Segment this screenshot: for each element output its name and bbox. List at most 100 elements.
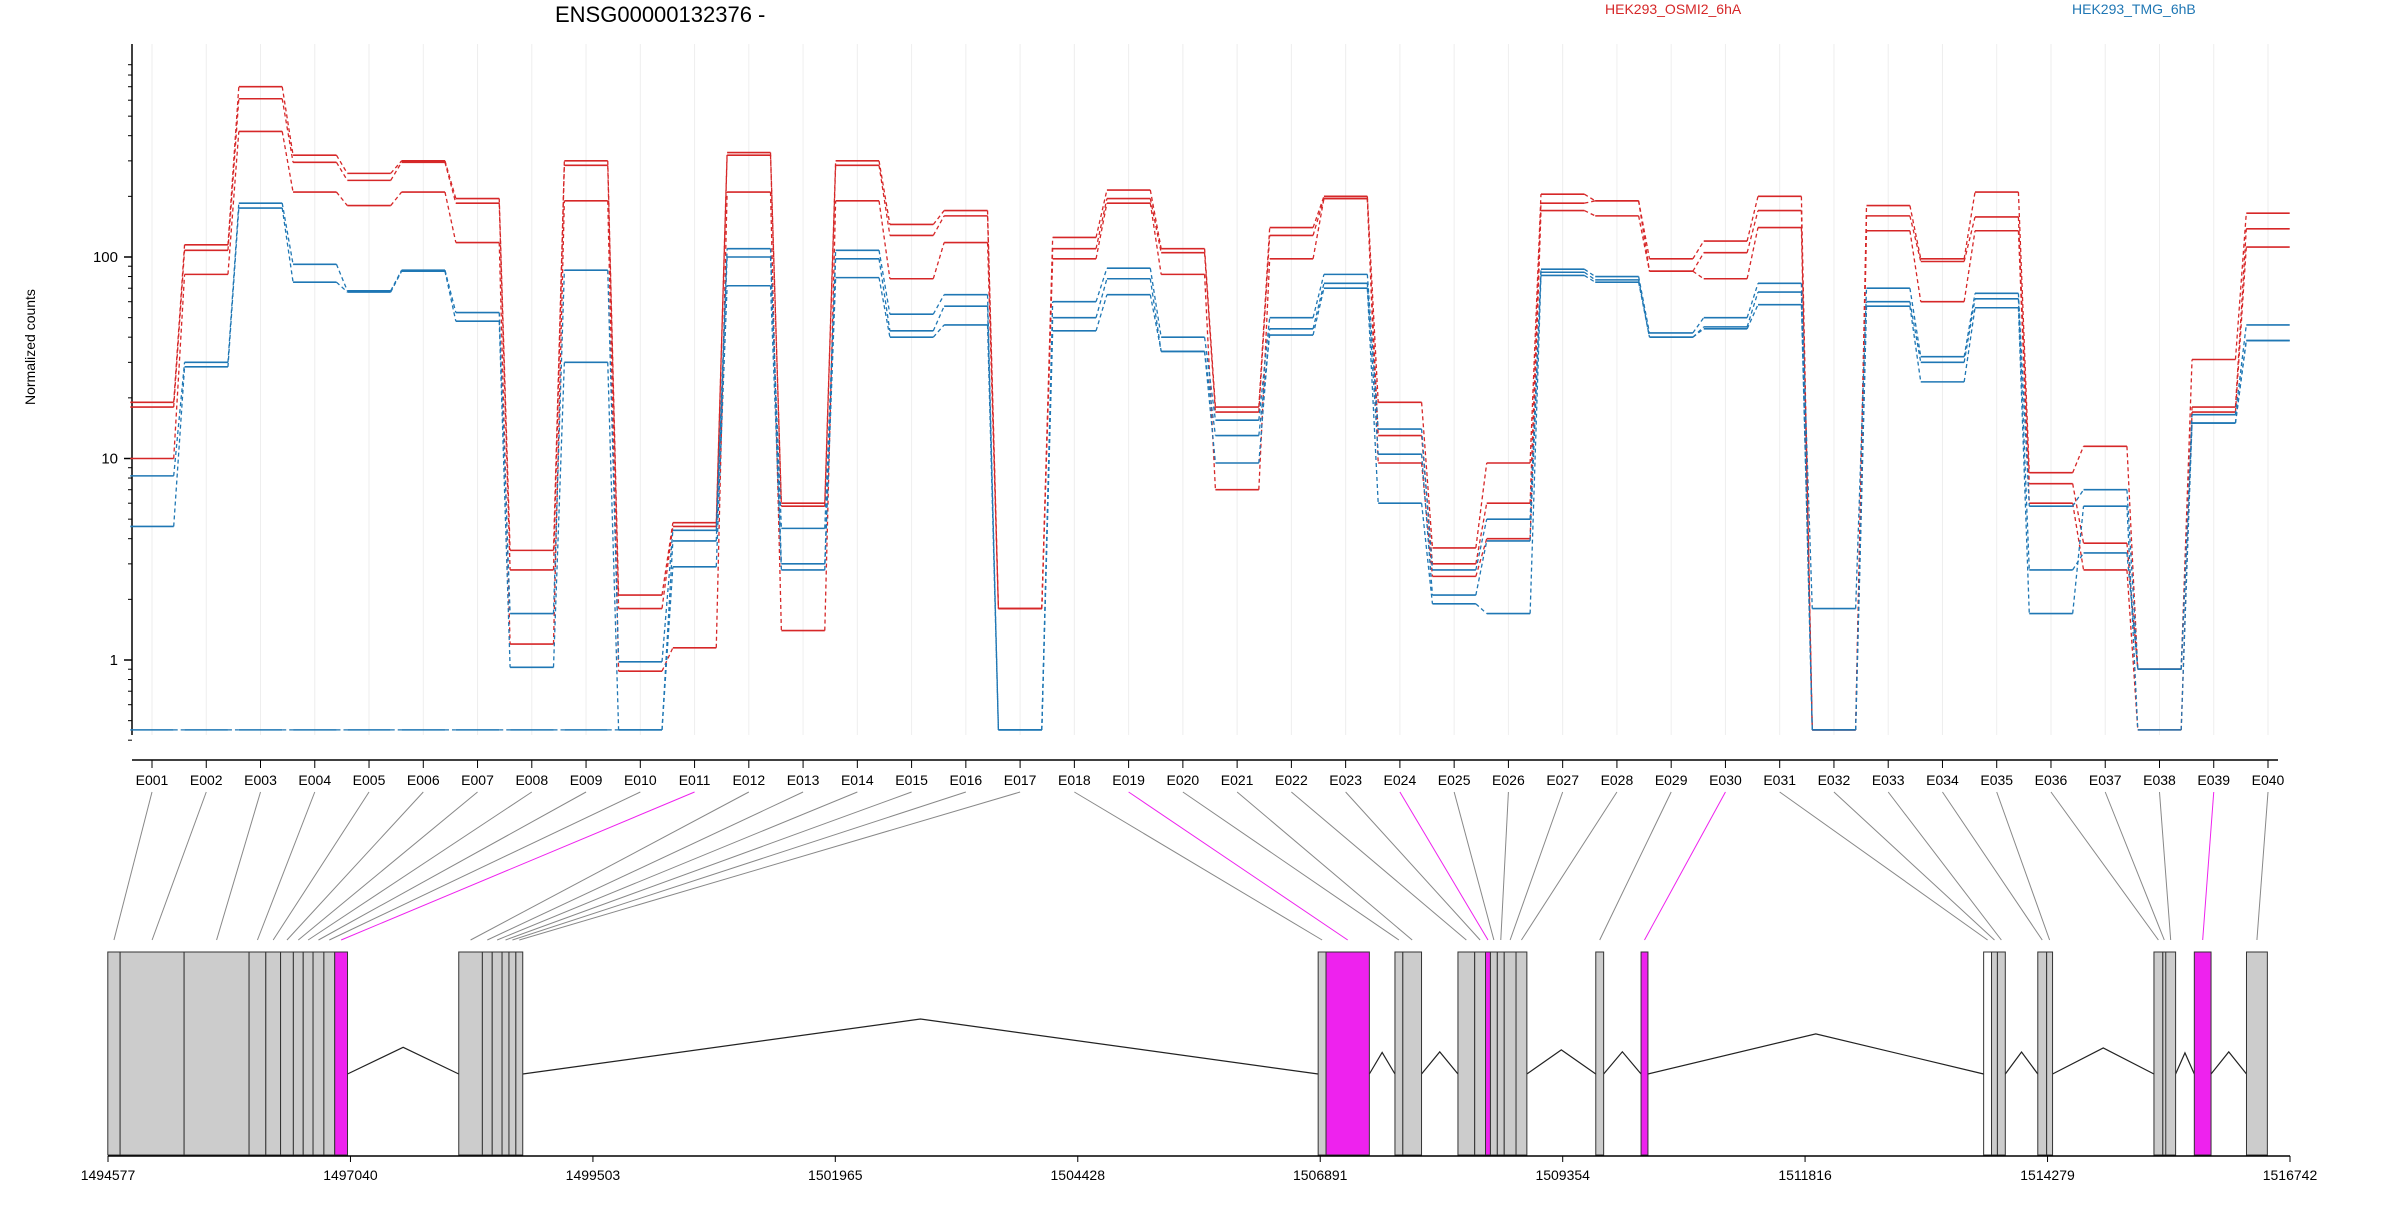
data-connector [1963,191,1976,259]
exon-map-line [1236,791,1413,941]
exon-map-line [272,791,370,941]
exon-map-line [1291,791,1467,941]
exon-map-line [2256,791,2269,941]
genomic-tick-label: 1497040 [323,1167,378,1183]
data-connector [335,154,348,174]
data-connector [1746,196,1759,242]
data-connector [1149,189,1162,249]
data-connector [1800,304,1813,730]
exon-map-line [1182,791,1400,941]
exon-box-e016 [508,951,517,1156]
data-connector [444,191,457,243]
intron-line [522,1018,1319,1075]
exon-box-e024 [1485,951,1491,1156]
data-connector [1258,317,1271,421]
data-connector [824,200,837,631]
data-connector [1909,306,1922,382]
data-connector [1258,258,1271,490]
data-connector [2180,422,2193,730]
data-connector [335,161,348,181]
exon-box-e039 [2193,951,2212,1156]
data-connector [878,200,891,279]
data-connector [1258,334,1271,436]
data-connector [390,270,403,293]
data-connector [1312,288,1325,336]
exon-box-e001 [107,951,121,1156]
x-tick-label-e005: E005 [353,772,386,788]
exon-map-line [1833,791,1995,941]
data-connector [1963,293,1976,357]
intron-line [2175,1051,2195,1075]
y-tick-label: 100 [93,249,118,266]
data-connector [1637,215,1651,272]
data-connector [1475,462,1488,548]
x-tick-label-e013: E013 [787,772,820,788]
exon-box-e030 [1640,951,1649,1156]
data-connector [1584,274,1596,283]
data-connector [1529,203,1542,504]
data-connector [444,162,457,204]
exon-map-line [470,791,750,941]
data-connector [552,362,565,668]
exon-box-e020 [1394,951,1404,1156]
x-tick-label-e019: E019 [1112,772,1145,788]
data-connector [173,362,186,476]
data-connector [932,215,945,236]
data-connector [1800,283,1813,609]
data-connector [281,207,294,283]
exon-box-e003 [183,951,250,1156]
data-connector [1420,503,1434,604]
data-connector [824,165,837,507]
series-3-hek293-osmi2-6ha [130,130,2290,731]
data-connector [1909,215,1922,262]
exon-box-e014 [491,951,503,1156]
intron-line [1526,1049,1597,1075]
data-connector [1637,276,1651,334]
data-connector [281,131,294,193]
data-connector [661,647,674,672]
x-tick-label-e020: E020 [1167,772,1200,788]
data-connector [715,155,728,527]
exon-map-line [151,791,207,941]
data-connector [1095,294,1108,332]
x-tick-label-e031: E031 [1763,772,1796,788]
data-connector [281,203,294,265]
data-connector [2126,446,2139,670]
data-connector [1312,196,1325,228]
x-tick-label-e022: E022 [1275,772,1308,788]
data-connector [607,165,620,609]
data-connector [2180,359,2193,670]
data-connector [1366,196,1379,403]
exon-map-line [329,791,641,941]
exon-box-e004 [248,951,267,1156]
data-connector [1584,193,1596,202]
data-connector [498,242,511,645]
intron-line [1421,1050,1459,1075]
data-connector [1475,503,1488,564]
data-connector [498,203,511,570]
data-connector [769,256,783,529]
x-tick-label-e030: E030 [1709,772,1742,788]
exon-map-line [286,791,424,941]
data-connector [444,271,457,322]
data-connector [281,86,294,156]
genomic-tick-label: 1511816 [1778,1167,1832,1183]
data-connector [1637,282,1651,338]
exon-box-e021 [1402,951,1423,1156]
data-connector [1529,275,1542,614]
data-connector [552,165,565,570]
exon-box-e022 [1457,951,1476,1156]
exon-map-line [256,791,316,941]
exon-box-e032 [1991,951,1998,1156]
data-connector [1746,283,1759,318]
data-connector [2126,506,2139,730]
data-connector [227,207,240,367]
x-tick-label-e028: E028 [1601,772,1634,788]
data-connector [1692,328,1705,338]
exon-map-line [297,791,478,941]
exon-map-line [2104,791,2165,941]
intron-line [1647,1033,1984,1075]
y-axis-title: Normalized counts [22,289,38,405]
data-connector [1746,304,1759,330]
x-tick-label-e015: E015 [895,772,928,788]
